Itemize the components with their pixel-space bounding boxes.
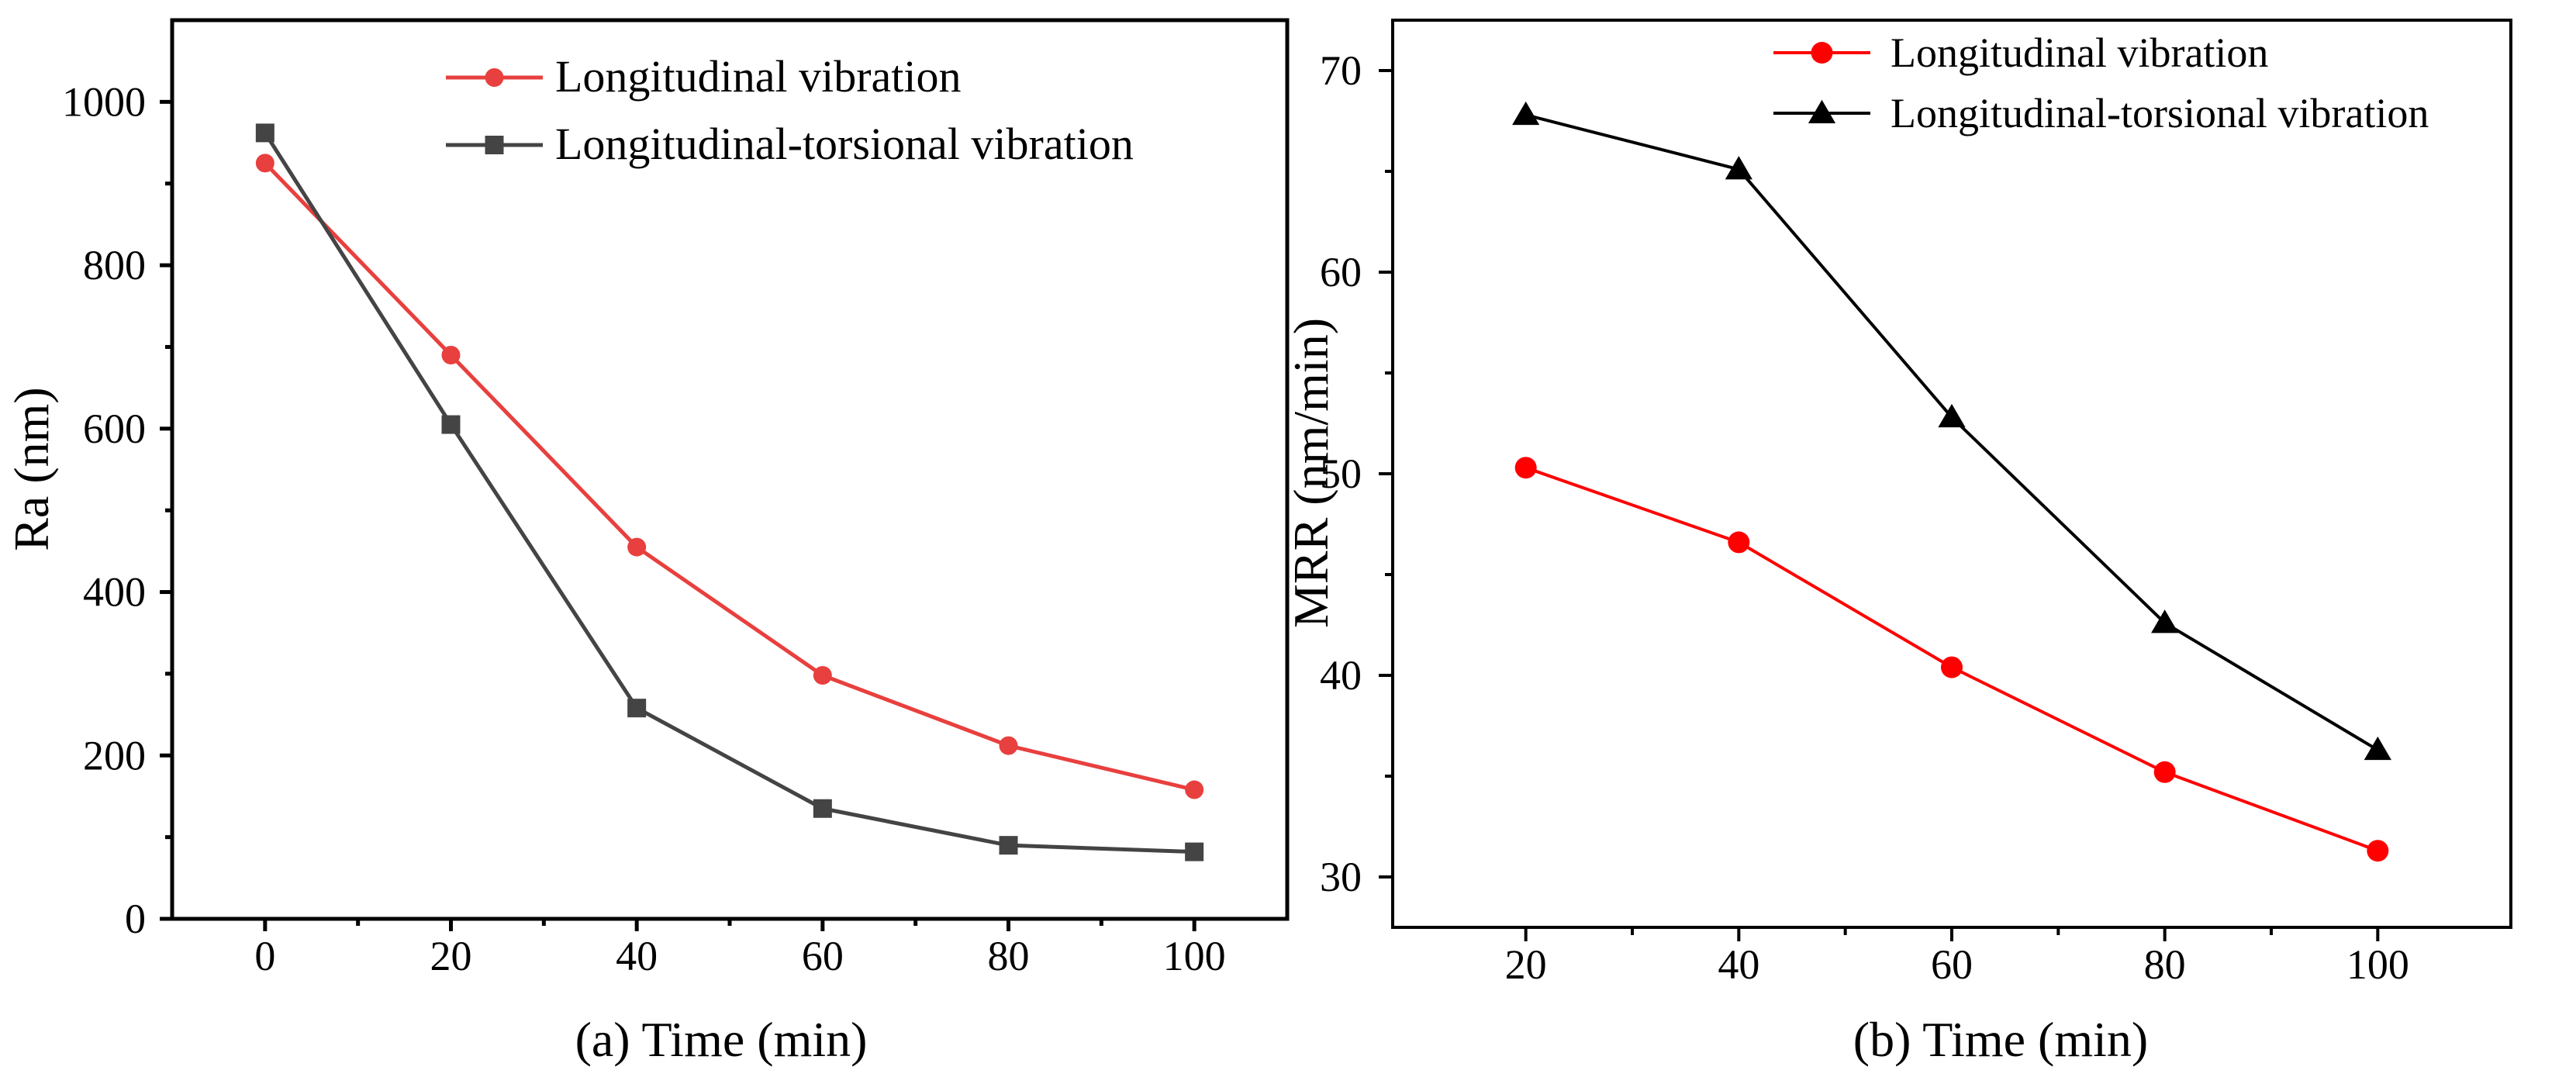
data-point-b-0 [1728, 531, 1750, 554]
data-point-a-0 [627, 537, 647, 557]
legend-label-a-1: Longitudinal-torsional vibration [555, 119, 1134, 169]
data-point-a-1 [627, 699, 647, 718]
series-line-b-1 [1525, 113, 2379, 751]
x-tick-label-b: 80 [2144, 941, 2186, 988]
x-tick-label-a: 60 [802, 933, 844, 979]
legend-label-b-1: Longitudinal-torsional vibration [1891, 90, 2429, 136]
series-line-a-1 [263, 132, 1195, 854]
data-point-a-0 [441, 345, 461, 364]
y-tick-label-a: 800 [83, 242, 146, 288]
x-tick-label-a: 40 [616, 933, 658, 979]
data-point-a-0 [999, 736, 1018, 755]
x-tick-label-b: 100 [2346, 941, 2409, 988]
y-tick-label-b: 60 [1320, 249, 1362, 295]
data-point-b-0 [2367, 840, 2389, 862]
data-point-b-1 [1725, 156, 1752, 180]
legend-marker-a-1 [485, 136, 504, 154]
y-tick-label-a: 600 [83, 406, 146, 452]
data-point-a-1 [813, 799, 832, 818]
legend-marker-b-0 [1811, 42, 1833, 64]
legend-marker-b-1 [1808, 99, 1836, 123]
y-tick-label-a: 1000 [62, 78, 146, 125]
series-line-a-0 [264, 161, 1195, 792]
plot-frame-b [1391, 19, 2512, 929]
x-tick-label-a: 80 [988, 933, 1030, 979]
data-point-b-0 [1941, 656, 1963, 678]
data-point-b-1 [2364, 736, 2391, 761]
x-tick-label-b: 20 [1505, 941, 1547, 988]
data-point-a-1 [255, 123, 275, 143]
legend-label-b-0: Longitudinal vibration [1891, 29, 2268, 76]
chart-b-mrr: 20 40 60 80 100 30 40 50 60 70 (b) Time (min) MRR (… [1283, 19, 2512, 1067]
legend-label-a-0: Longitudinal vibration [555, 51, 962, 102]
x-tick-label-a: 20 [430, 933, 472, 979]
y-axis-title-b: MRR (nm/min) [1283, 318, 1338, 628]
data-point-a-0 [813, 666, 832, 685]
y-axis-title-a: Ra (nm) [4, 387, 59, 551]
data-point-b-1 [1938, 403, 1966, 428]
x-tick-label-a: 100 [1163, 933, 1226, 979]
y-tick-label-a: 200 [83, 732, 146, 778]
x-tick-label-a: 0 [254, 933, 275, 979]
legend-marker-a-0 [485, 68, 504, 87]
y-tick-label-b: 40 [1320, 652, 1362, 699]
x-axis-title-a: (a) Time (min) [575, 1012, 868, 1067]
y-tick-label-a: 0 [125, 896, 146, 942]
x-tick-label-b: 60 [1931, 941, 1973, 988]
data-point-a-1 [999, 836, 1018, 855]
data-point-b-1 [2151, 609, 2179, 633]
x-tick-label-b: 40 [1718, 941, 1759, 988]
y-tick-label-b: 30 [1320, 854, 1362, 900]
y-tick-label-b: 50 [1320, 450, 1362, 497]
data-point-a-0 [255, 154, 275, 173]
data-point-a-1 [1185, 842, 1204, 861]
data-point-b-1 [1512, 101, 1540, 126]
y-tick-label-a: 400 [83, 569, 146, 616]
data-point-b-0 [1514, 457, 1537, 479]
data-point-b-0 [2153, 761, 2176, 783]
data-point-a-1 [441, 415, 461, 434]
x-axis-title-b: (b) Time (min) [1853, 1012, 2148, 1067]
y-tick-label-b: 70 [1320, 47, 1362, 94]
data-point-a-0 [1185, 780, 1204, 799]
